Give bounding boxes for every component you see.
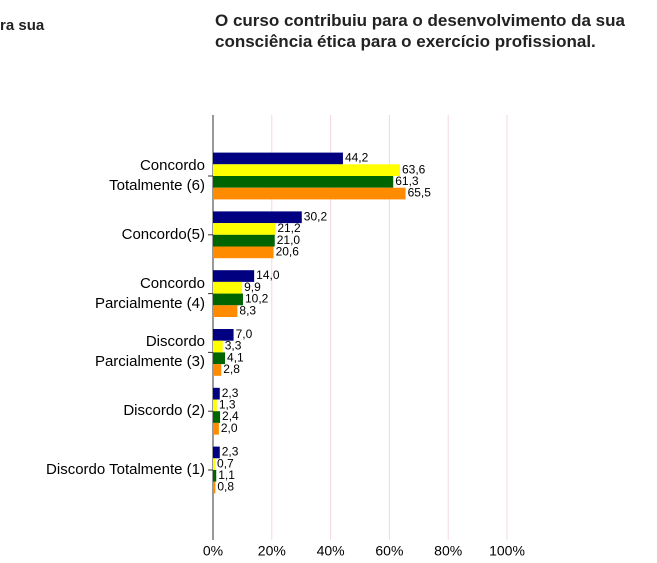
bar — [213, 223, 276, 235]
x-tick-label: 80% — [434, 543, 462, 559]
value-label: 7,0 — [236, 327, 253, 341]
bar — [213, 352, 226, 365]
value-label: 2,3 — [222, 386, 239, 400]
x-tick-label: 0% — [203, 543, 223, 559]
bar — [213, 176, 394, 188]
bar — [213, 422, 219, 435]
bar — [213, 305, 238, 317]
x-tick-label: 60% — [375, 543, 403, 559]
bar — [213, 481, 216, 494]
x-tick-label: 20% — [258, 543, 286, 559]
value-label: 63,6 — [402, 162, 426, 176]
value-label: 21,2 — [277, 221, 301, 235]
value-label: 14,0 — [256, 268, 280, 282]
value-label: 0,7 — [217, 456, 234, 470]
value-label: 0,8 — [217, 480, 234, 494]
bar — [213, 152, 343, 165]
bar — [213, 281, 243, 294]
value-label: 30,2 — [304, 209, 328, 223]
value-label: 2,8 — [223, 362, 240, 376]
x-tick-label: 40% — [317, 543, 345, 559]
bar — [213, 293, 243, 306]
y-tick-label: Concordo Parcialmente (4) — [94, 274, 205, 312]
y-tick-label: Concordo Totalmente (6) — [109, 157, 205, 194]
bar — [213, 234, 275, 247]
bar — [213, 446, 220, 459]
value-label: 8,3 — [239, 303, 256, 317]
bar — [213, 246, 274, 259]
y-tick-label: Concordo(5) — [121, 225, 205, 243]
value-label: 9,9 — [244, 280, 261, 294]
value-label: 1,1 — [218, 468, 235, 482]
bar — [213, 164, 400, 176]
cut-off-text: ra sua — [0, 17, 45, 34]
bar — [213, 187, 406, 200]
y-tick-label: Discordo Totalmente (1) — [46, 461, 205, 478]
value-label: 4,1 — [227, 350, 244, 364]
value-label: 44,2 — [345, 151, 369, 165]
value-label: 20,6 — [276, 245, 300, 259]
value-label: 2,0 — [221, 421, 238, 435]
value-label: 65,5 — [408, 186, 432, 200]
bar — [213, 387, 220, 400]
value-label: 1,3 — [219, 398, 236, 412]
bar — [213, 411, 221, 423]
bar — [213, 270, 255, 282]
bar — [213, 329, 234, 341]
chart-title: O curso contribuiu para o desenvolviment… — [215, 11, 625, 51]
bar — [213, 470, 217, 482]
value-label: 10,2 — [245, 292, 269, 306]
y-tick-label: Discordo (2) — [123, 402, 205, 420]
y-tick-label: Discordo Parcialmente (3) — [94, 333, 205, 371]
value-label: 21,0 — [277, 233, 301, 247]
value-label: 2,4 — [222, 409, 239, 423]
value-label: 3,3 — [225, 339, 242, 353]
x-tick-label: 100% — [489, 543, 525, 559]
bar — [213, 399, 217, 412]
bar — [213, 364, 222, 376]
bar — [213, 458, 216, 470]
bar — [213, 340, 223, 353]
bar — [213, 211, 302, 224]
value-label: 61,3 — [395, 174, 419, 188]
value-label: 2,3 — [222, 445, 239, 459]
